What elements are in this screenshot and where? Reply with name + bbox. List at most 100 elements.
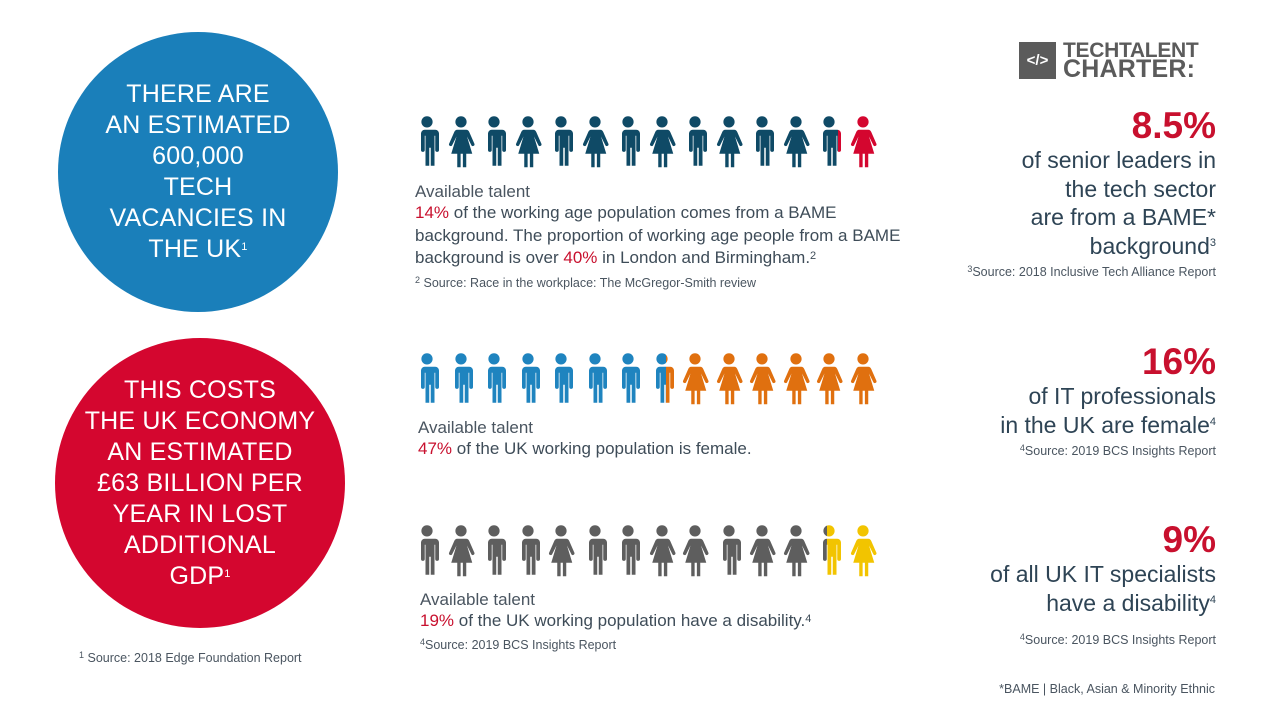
bame-talent-source: 2 Source: Race in the workplace: The McG… (415, 274, 915, 290)
circle-line: 600,000 (152, 142, 244, 170)
code-brackets-icon: </> (1019, 41, 1056, 79)
techtalent-charter-logo: </> TECHTALENT CHARTER: (1019, 40, 1199, 83)
source-sup: 4 (420, 636, 426, 647)
male-figure-icon (485, 353, 506, 403)
stat-description-line: have a disability4 (1046, 589, 1216, 616)
male-figure-icon (619, 525, 640, 575)
female-figure-icon (749, 525, 776, 577)
footnote-ref: 2 (810, 250, 817, 262)
footnote-ref: 1 (241, 241, 248, 253)
source-text: Source: Race in the workplace: The McGre… (420, 275, 757, 290)
highlight-percent: 40% (563, 248, 598, 267)
source-sup: 2 (415, 274, 421, 285)
male-figure-icon (418, 525, 439, 575)
circle-line: THE UK1 (148, 235, 248, 263)
male-figure-icon (552, 353, 573, 403)
male-figure-icon (452, 353, 473, 403)
male-figure-icon (418, 116, 439, 166)
stat-disability: 9% of all UK IT specialists have a disabil… (990, 519, 1216, 648)
circle-line: YEAR IN LOST (112, 499, 288, 528)
male-figure-icon (586, 525, 607, 575)
highlight-percent: 19% (420, 611, 455, 630)
female-figure-icon (716, 353, 743, 405)
circle-line: THERE ARE (126, 80, 270, 108)
female-figure-icon (682, 353, 709, 405)
footnote-ref: 1 (224, 567, 231, 580)
stat-description-line: of senior leaders in (1021, 147, 1216, 173)
disability-talent-block: Available talent 19% of the UK working p… (420, 590, 900, 652)
male-figure-icon (586, 353, 607, 403)
male-figure-icon (720, 525, 741, 575)
male-figure-icon (820, 116, 841, 166)
female-figure-icon (582, 116, 609, 168)
female-figure-icon (850, 116, 877, 168)
footnote-edge-foundation: 1 Source: 2018 Edge Foundation Report (79, 650, 302, 665)
female-figures-row (412, 345, 892, 411)
footnote-ref: 3 (1209, 236, 1216, 249)
bame-talent-block: Available talent 14% of the working age … (415, 182, 915, 290)
female-figure-icon (783, 353, 810, 405)
body-text: in London and Birmingham. (597, 248, 811, 267)
female-figure-icon (749, 353, 776, 405)
source-text: Source: 2019 BCS Insights Report (425, 637, 617, 652)
stat-source: 4Source: 2019 BCS Insights Report (1000, 443, 1216, 458)
disability-talent-text: 19% of the UK working population have a … (420, 610, 900, 633)
female-figure-icon (515, 116, 542, 168)
stat-description-line: background3 (1089, 232, 1216, 259)
disability-figures-row (412, 517, 892, 583)
bame-talent-text: 14% of the working age population comes … (415, 202, 915, 270)
circle-line: GDP1 (169, 561, 231, 590)
stat-value: 8.5% (1131, 105, 1216, 146)
stat-description-line: of all UK IT specialists (990, 561, 1216, 587)
bame-definition-footer: *BAME | Black, Asian & Minority Ethnic (999, 682, 1215, 696)
stat-female-it: 16% of IT professionals in the UK are fema… (1000, 341, 1216, 459)
circle-line: AN ESTIMATED (105, 111, 291, 139)
stat-description-line: of IT professionals (1028, 383, 1216, 409)
stat-senior-leaders: 8.5% of senior leaders in the tech sector a… (967, 105, 1216, 280)
stat-value: 16% (1141, 341, 1216, 382)
source-sup: 4 (1019, 443, 1025, 453)
male-figure-icon (686, 116, 707, 166)
stat-value: 9% (1162, 519, 1216, 560)
circle-line: £63 BILLION PER (97, 468, 303, 497)
female-talent-block: Available talent 47% of the UK working p… (418, 418, 898, 461)
economy-cost-circle: THIS COSTS THE UK ECONOMY AN ESTIMATED £63 … (55, 338, 345, 628)
circle-line: AN ESTIMATED (107, 437, 293, 466)
circle-line: ADDITIONAL (123, 530, 277, 559)
female-figure-icon (649, 525, 676, 577)
body-text: of the UK working population is female. (452, 439, 752, 458)
circle-line: THIS COSTS (123, 375, 276, 404)
available-talent-heading: Available talent (420, 590, 535, 609)
source-sup: 4 (1019, 632, 1025, 642)
body-text: of the UK working population have a disa… (454, 611, 806, 630)
male-figure-icon (519, 525, 540, 575)
available-talent-heading: Available talent (418, 418, 533, 437)
male-figure-icon (552, 116, 573, 166)
logo-line-2: CHARTER: (1063, 55, 1196, 83)
male-figure-icon (519, 353, 540, 403)
female-figure-icon (548, 525, 575, 577)
female-figure-icon (448, 525, 475, 577)
highlight-percent: 47% (418, 439, 453, 458)
male-figure-icon (619, 353, 640, 403)
male-figure-icon (820, 525, 841, 575)
female-figure-icon (716, 116, 743, 168)
female-talent-text: 47% of the UK working population is fema… (418, 438, 898, 461)
source-sup: 3 (967, 264, 973, 274)
source-text: Source: 2018 Inclusive Tech Alliance Rep… (972, 265, 1216, 279)
stat-source: 3Source: 2018 Inclusive Tech Alliance Re… (967, 264, 1216, 279)
female-figure-icon (783, 116, 810, 168)
circle-line: THE UK ECONOMY (84, 406, 316, 435)
bame-figures-row (412, 108, 892, 174)
male-figure-icon (485, 116, 506, 166)
female-figure-icon (448, 116, 475, 168)
footnote-ref: 4 (805, 613, 812, 625)
stat-description-line: the tech sector (1065, 175, 1216, 202)
disability-talent-source: 4Source: 2019 BCS Insights Report (420, 636, 900, 652)
vacancies-circle: THERE ARE AN ESTIMATED 600,000 TECH VACANCIE… (58, 32, 338, 312)
source-text: Source: 2019 BCS Insights Report (1024, 444, 1216, 458)
male-figure-icon (418, 353, 439, 403)
female-figure-icon (816, 353, 843, 405)
female-figure-icon (850, 353, 877, 405)
stat-description-line: are from a BAME* (1030, 204, 1216, 230)
